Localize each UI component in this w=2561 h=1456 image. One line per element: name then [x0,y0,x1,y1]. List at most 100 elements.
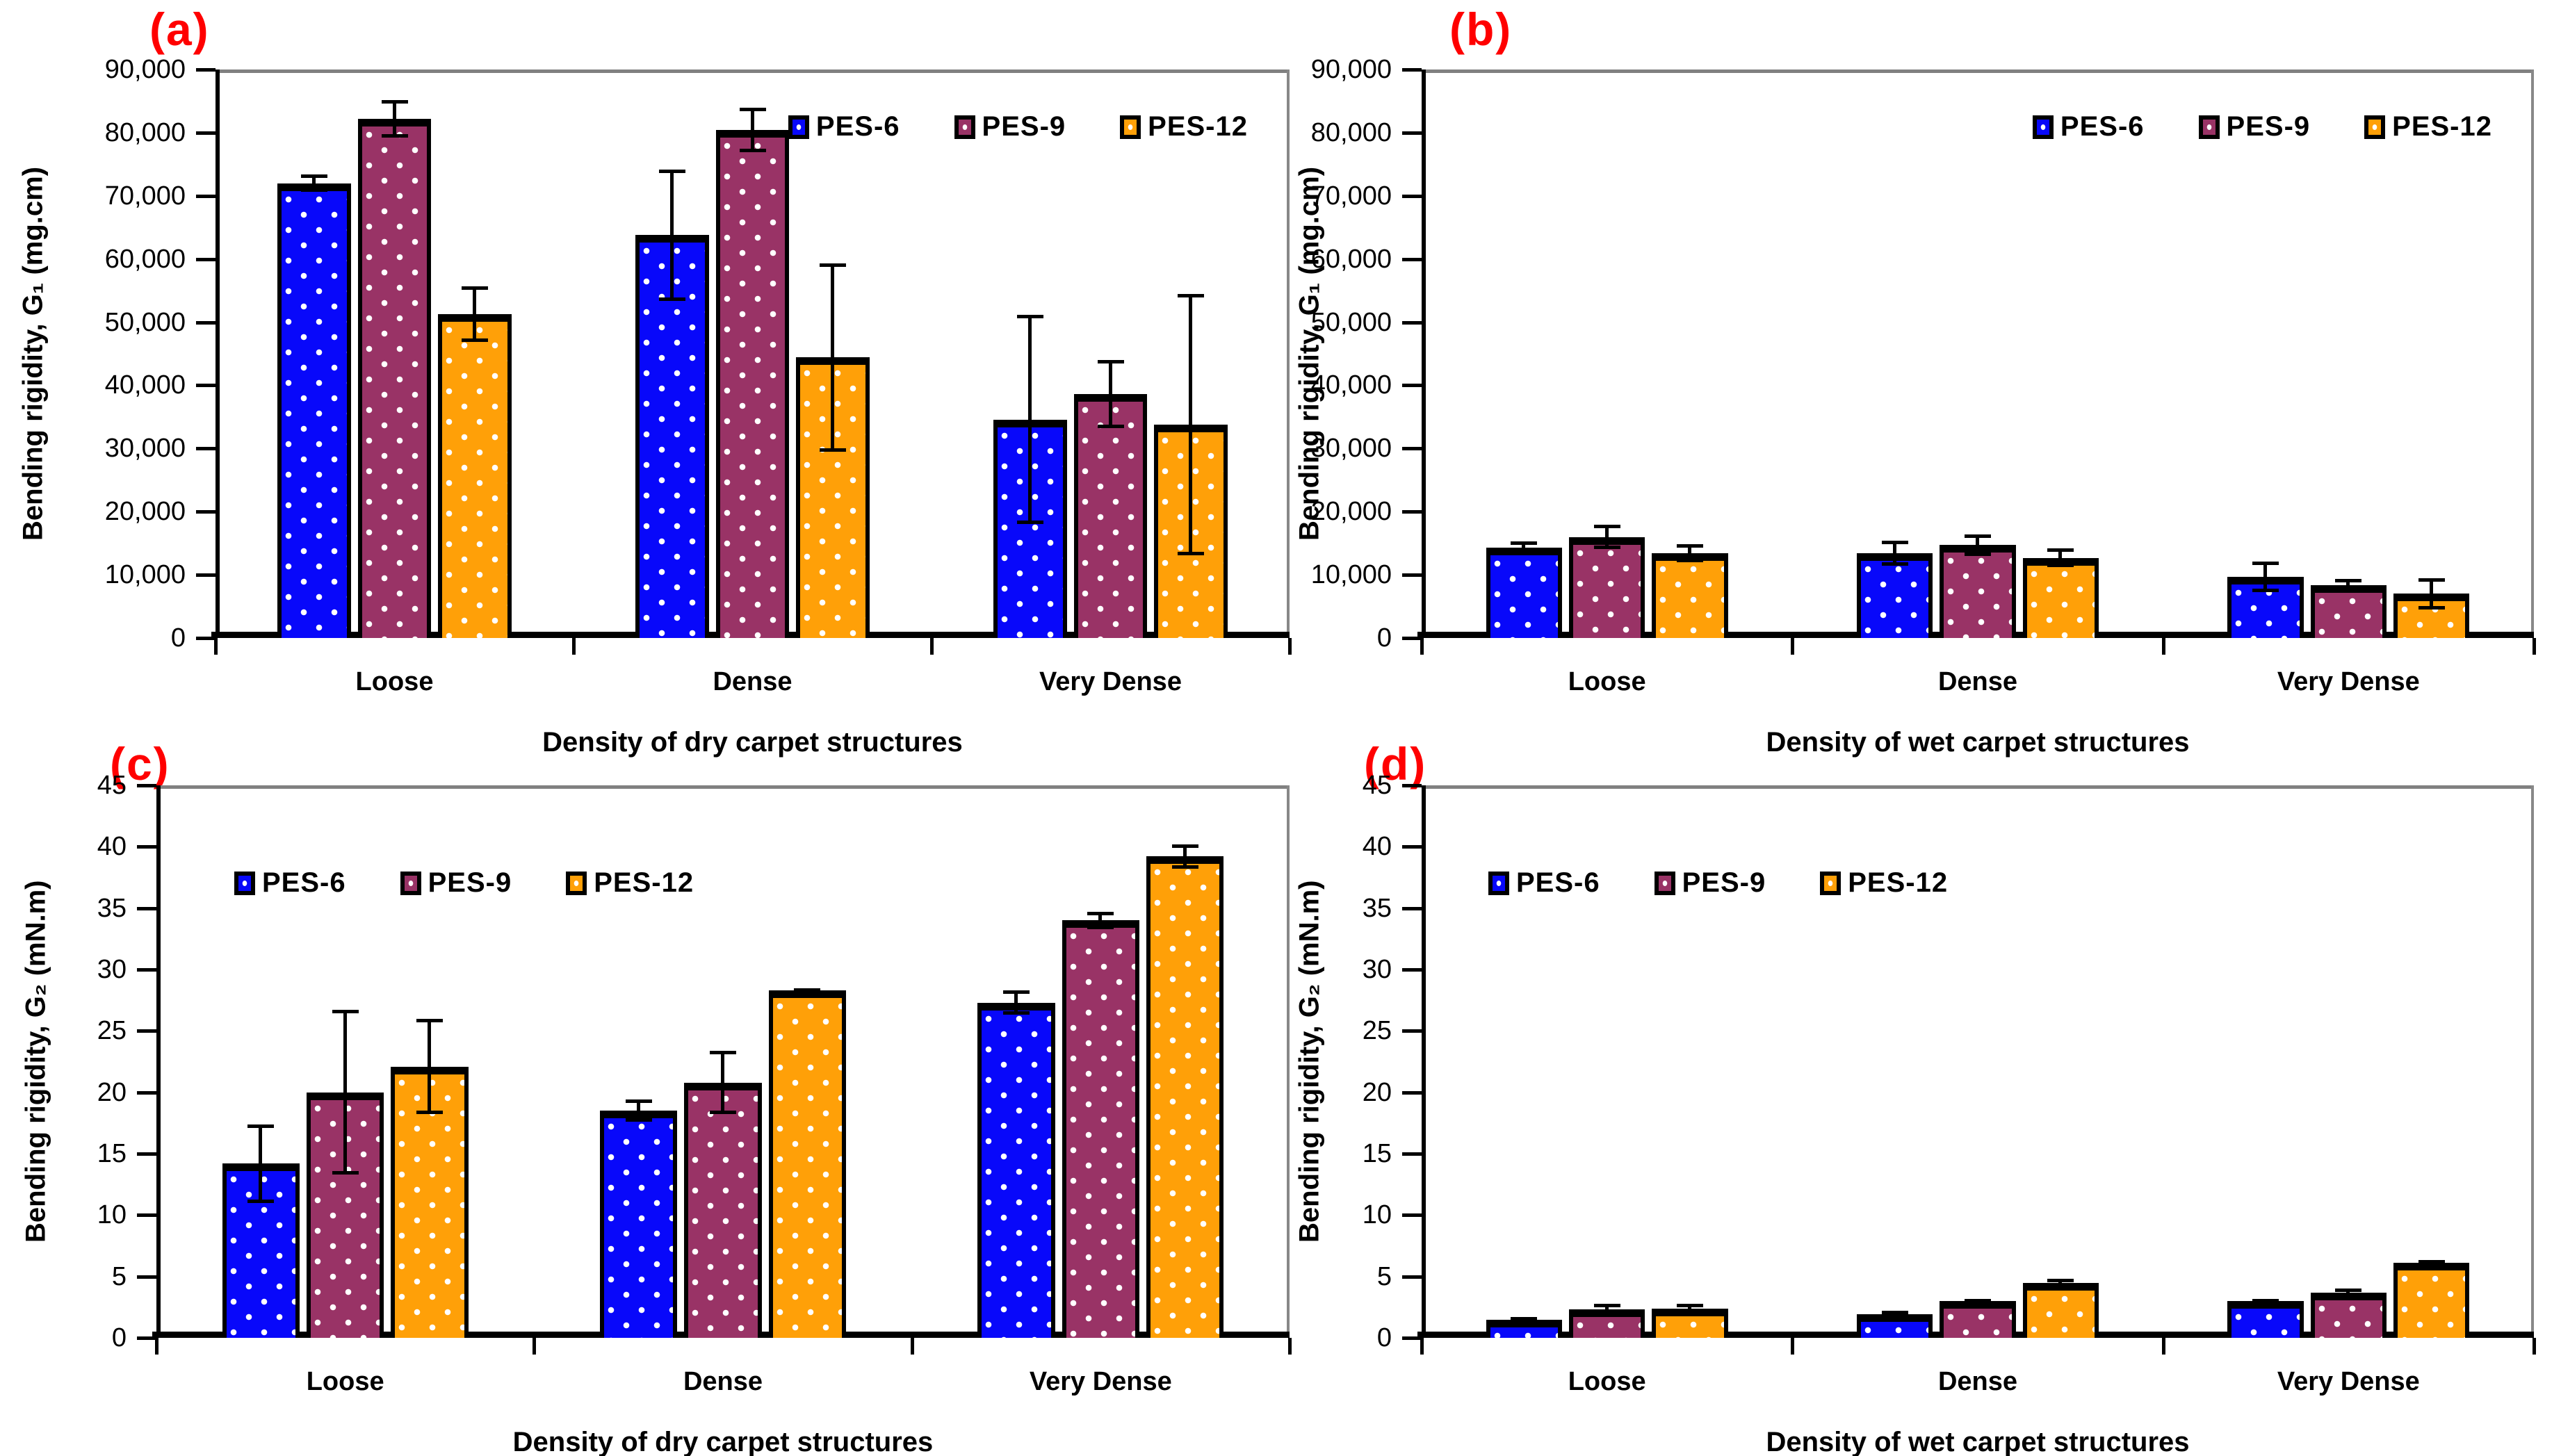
y-tick [1402,194,1422,198]
y-tick-label: 20,000 [1310,497,1392,527]
bar-pes-6-dense [1857,553,1933,638]
error-bar-cap-bottom [2418,606,2445,610]
error-bar-pes-12-dense [2047,1279,2074,1286]
y-tick [196,510,216,514]
error-bar-pes-12-loose [462,286,489,342]
error-bar-pes-9-very-dense [2335,579,2362,591]
legend: PES-6 PES-9 PES-12 [234,867,694,899]
legend-marker-pes-12 [1120,115,1141,139]
error-bar-cap-bottom [1881,562,1908,566]
category-label-loose: Loose [1568,667,1646,696]
y-tick-label: 40 [97,832,127,862]
error-bar-cap-top [739,108,766,112]
y-tick [196,257,216,261]
legend-marker-pes-9 [954,115,975,139]
legend-marker-pes-9 [2198,115,2220,139]
y-tick-label: 5 [111,1261,127,1291]
error-bar-line [1604,1303,1609,1316]
error-bar-pes-6-dense [1881,1311,1908,1318]
x-tick [155,1338,158,1355]
error-bar-pes-12-dense [794,988,821,993]
error-bar-line [636,1099,640,1122]
bar-pes-9-very-dense [2310,1292,2387,1338]
error-bar-cap-bottom [247,1199,275,1203]
legend-marker-pes-6 [2032,115,2054,139]
error-bar-pes-9-loose [332,1010,359,1175]
y-tick-label: 0 [111,1323,127,1352]
error-bar-cap-bottom [1965,552,1991,556]
y-tick [196,131,216,135]
error-bar-cap-top [247,1124,275,1128]
y-tick [196,573,216,578]
legend-label-pes-9: PES-9 [428,867,512,898]
bar-pes-9-very-dense [1073,394,1148,638]
y-tick [1402,257,1422,261]
y-tick [196,447,216,451]
error-bar-pes-6-dense [625,1099,652,1122]
error-bar-line [1976,534,1979,556]
error-bar-pes-9-loose [381,99,408,138]
error-bar-cap-top [1178,293,1205,297]
error-bar-pes-12-very-dense [1178,293,1205,555]
error-bar-pes-9-very-dense [1097,360,1124,429]
bar-pes-6-loose [1486,1319,1562,1338]
legend-item-pes-6: PES-6 [1488,867,1600,899]
error-bar-pes-9-very-dense [2335,1289,2362,1296]
error-bar-line [669,169,674,301]
error-bar-cap-bottom [1171,865,1198,869]
category-label-loose: Loose [355,667,434,696]
error-bar-cap-top [820,263,847,268]
y-tick-label: 80,000 [104,117,186,147]
y-tick-label: 20 [97,1077,127,1107]
x-tick [2161,1338,2165,1355]
error-bar-line [721,1050,724,1115]
error-bar-line [392,99,396,138]
y-tick-label: 50,000 [104,307,186,337]
bar-pes-12-loose [1652,553,1728,638]
bar-pes-9-loose [1569,537,1645,638]
y-tick-label: 25 [1362,1016,1392,1046]
x-tick [1791,1338,1795,1355]
error-bar-cap-bottom [1593,1312,1620,1316]
y-tick [1402,131,1422,135]
y-tick [137,968,156,972]
error-bar-line [311,174,316,193]
y-tick-label: 70,000 [1310,181,1392,211]
y-tick [1402,1213,1422,1218]
y-tick-label: 10,000 [1310,560,1392,590]
y-tick-label: 15 [97,1139,127,1168]
legend-label-pes-9: PES-9 [2226,111,2311,142]
error-bar-cap-top [2335,579,2362,583]
error-bar-pes-12-dense [2047,548,2074,568]
bar-pes-9-dense [715,130,790,638]
error-bar-line [2263,562,2267,592]
error-bar-cap-top [625,1099,652,1104]
legend-label-pes-12: PES-12 [2392,111,2492,142]
error-bar-cap-top [2418,1259,2445,1263]
y-tick [196,68,216,72]
error-bar-cap-bottom [794,989,821,993]
legend-label-pes-12: PES-12 [594,867,694,898]
legend-marker-pes-9 [1654,871,1675,895]
y-tick-label: 70,000 [104,181,186,211]
error-bar-line [831,263,835,452]
error-bar-cap-top [658,169,685,173]
error-bar-pes-9-loose [1593,525,1620,549]
error-bar-pes-12-loose [1677,544,1703,562]
error-bar-line [1688,1303,1691,1314]
plot-area: 0 5 10 15 20 25 30 35 40 45 PES-6 PES-9 PES-12 Loose D… [97,772,1292,1456]
y-axis-line [1422,69,1426,638]
error-bar-line [1189,293,1193,555]
bar-pes-9-dense [684,1082,762,1338]
error-bar-cap-bottom [2252,1298,2279,1302]
legend-label-pes-9: PES-9 [982,111,1066,142]
error-bar-cap-top [1016,314,1043,318]
error-bar-line [1522,541,1526,555]
error-bar-cap-top [1087,911,1114,915]
y-tick [137,1336,156,1340]
error-bar-cap-top [2047,1279,2074,1283]
y-tick [137,1152,156,1156]
y-tick [1402,384,1422,388]
category-label-dense: Dense [713,667,792,696]
legend-item-pes-9: PES-9 [1654,867,1766,899]
